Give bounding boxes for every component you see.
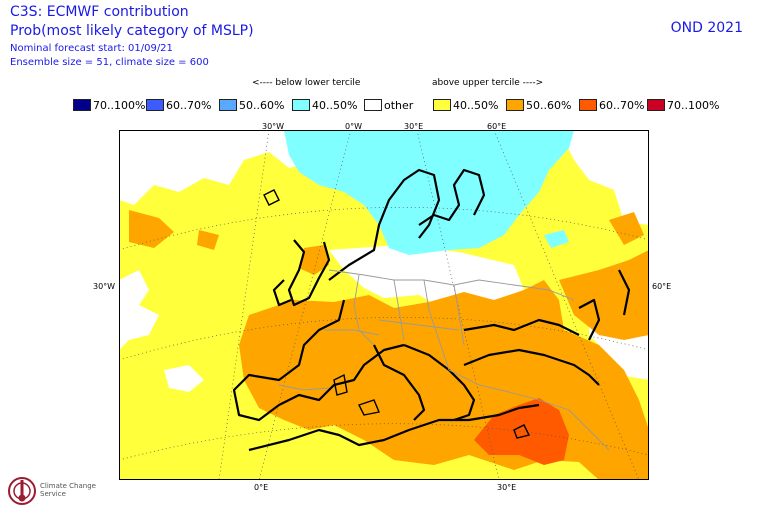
orange-region: [197, 230, 219, 250]
probability-map: [118, 129, 650, 481]
legend-item: 70..100%: [73, 97, 145, 113]
white-region: [239, 130, 259, 150]
country-borders: [278, 269, 610, 451]
orange-region: [129, 210, 174, 248]
logo-caption: Climate Change Service: [40, 482, 96, 498]
map-frame: [119, 130, 649, 480]
cyan-region: [544, 230, 569, 248]
legend-item: 40..50%: [292, 97, 357, 113]
lat-label-right: 60°E: [652, 282, 672, 291]
legend-label: 50..60%: [526, 98, 572, 112]
legend-label: 40..50%: [453, 98, 499, 112]
white-region: [119, 270, 159, 350]
lon-label-bottom: 30°E: [497, 483, 517, 492]
lon-label-top: 0°W: [345, 122, 362, 131]
legend-label: 60..70%: [166, 98, 212, 112]
legend-swatch: [219, 99, 237, 111]
title-line-1: C3S: ECMWF contribution: [10, 4, 189, 20]
white-region: [559, 130, 649, 225]
copernicus-logo: [6, 474, 38, 512]
legend-swatch: [647, 99, 665, 111]
legend-swatch: [506, 99, 524, 111]
islands: [263, 189, 531, 439]
legend-item: other: [364, 97, 413, 113]
legend-label: 60..70%: [599, 98, 645, 112]
season-label: OND 2021: [670, 20, 743, 36]
legend-item: 50..60%: [506, 97, 571, 113]
lon-label-top: 60°E: [487, 122, 507, 131]
orange-region: [299, 245, 329, 275]
legend-swatch: [579, 99, 597, 111]
lon-label-top: 30°W: [262, 122, 285, 131]
legend-swatch: [73, 99, 91, 111]
title-line-2: Prob(most likely category of MSLP): [10, 23, 254, 39]
cyan-region: [284, 130, 574, 255]
legend-item: 40..50%: [433, 97, 498, 113]
graticule-lines: [118, 129, 650, 481]
legend-swatch: [146, 99, 164, 111]
white-region: [119, 130, 334, 205]
lat-label-left: 30°W: [93, 282, 116, 291]
legend-label: 50..60%: [239, 98, 285, 112]
legend-swatch: [364, 99, 382, 111]
forecast-start: Nominal forecast start: 01/09/21: [10, 43, 173, 54]
legend-label: 40..50%: [312, 98, 358, 112]
ensemble-size: Ensemble size = 51, climate size = 600: [10, 57, 209, 68]
legend-item: 50..60%: [219, 97, 284, 113]
legend-swatch: [292, 99, 310, 111]
legend-item: 70..100%: [647, 97, 719, 113]
legend-item: 60..70%: [579, 97, 644, 113]
orange-region: [559, 250, 649, 340]
legend-label: other: [384, 98, 414, 112]
lon-label-top: 30°E: [404, 122, 424, 131]
legend-item: 60..70%: [146, 97, 211, 113]
coastlines: [232, 168, 631, 452]
legend-swatch: [433, 99, 451, 111]
lon-label-bottom: 0°E: [254, 483, 269, 492]
legend-label: 70..100%: [93, 98, 146, 112]
white-region: [164, 365, 204, 392]
below-tercile-label: <---- below lower tercile: [252, 78, 361, 88]
above-tercile-label: above upper tercile ---->: [432, 78, 544, 88]
legend-label: 70..100%: [667, 98, 720, 112]
orange-region: [609, 212, 644, 245]
